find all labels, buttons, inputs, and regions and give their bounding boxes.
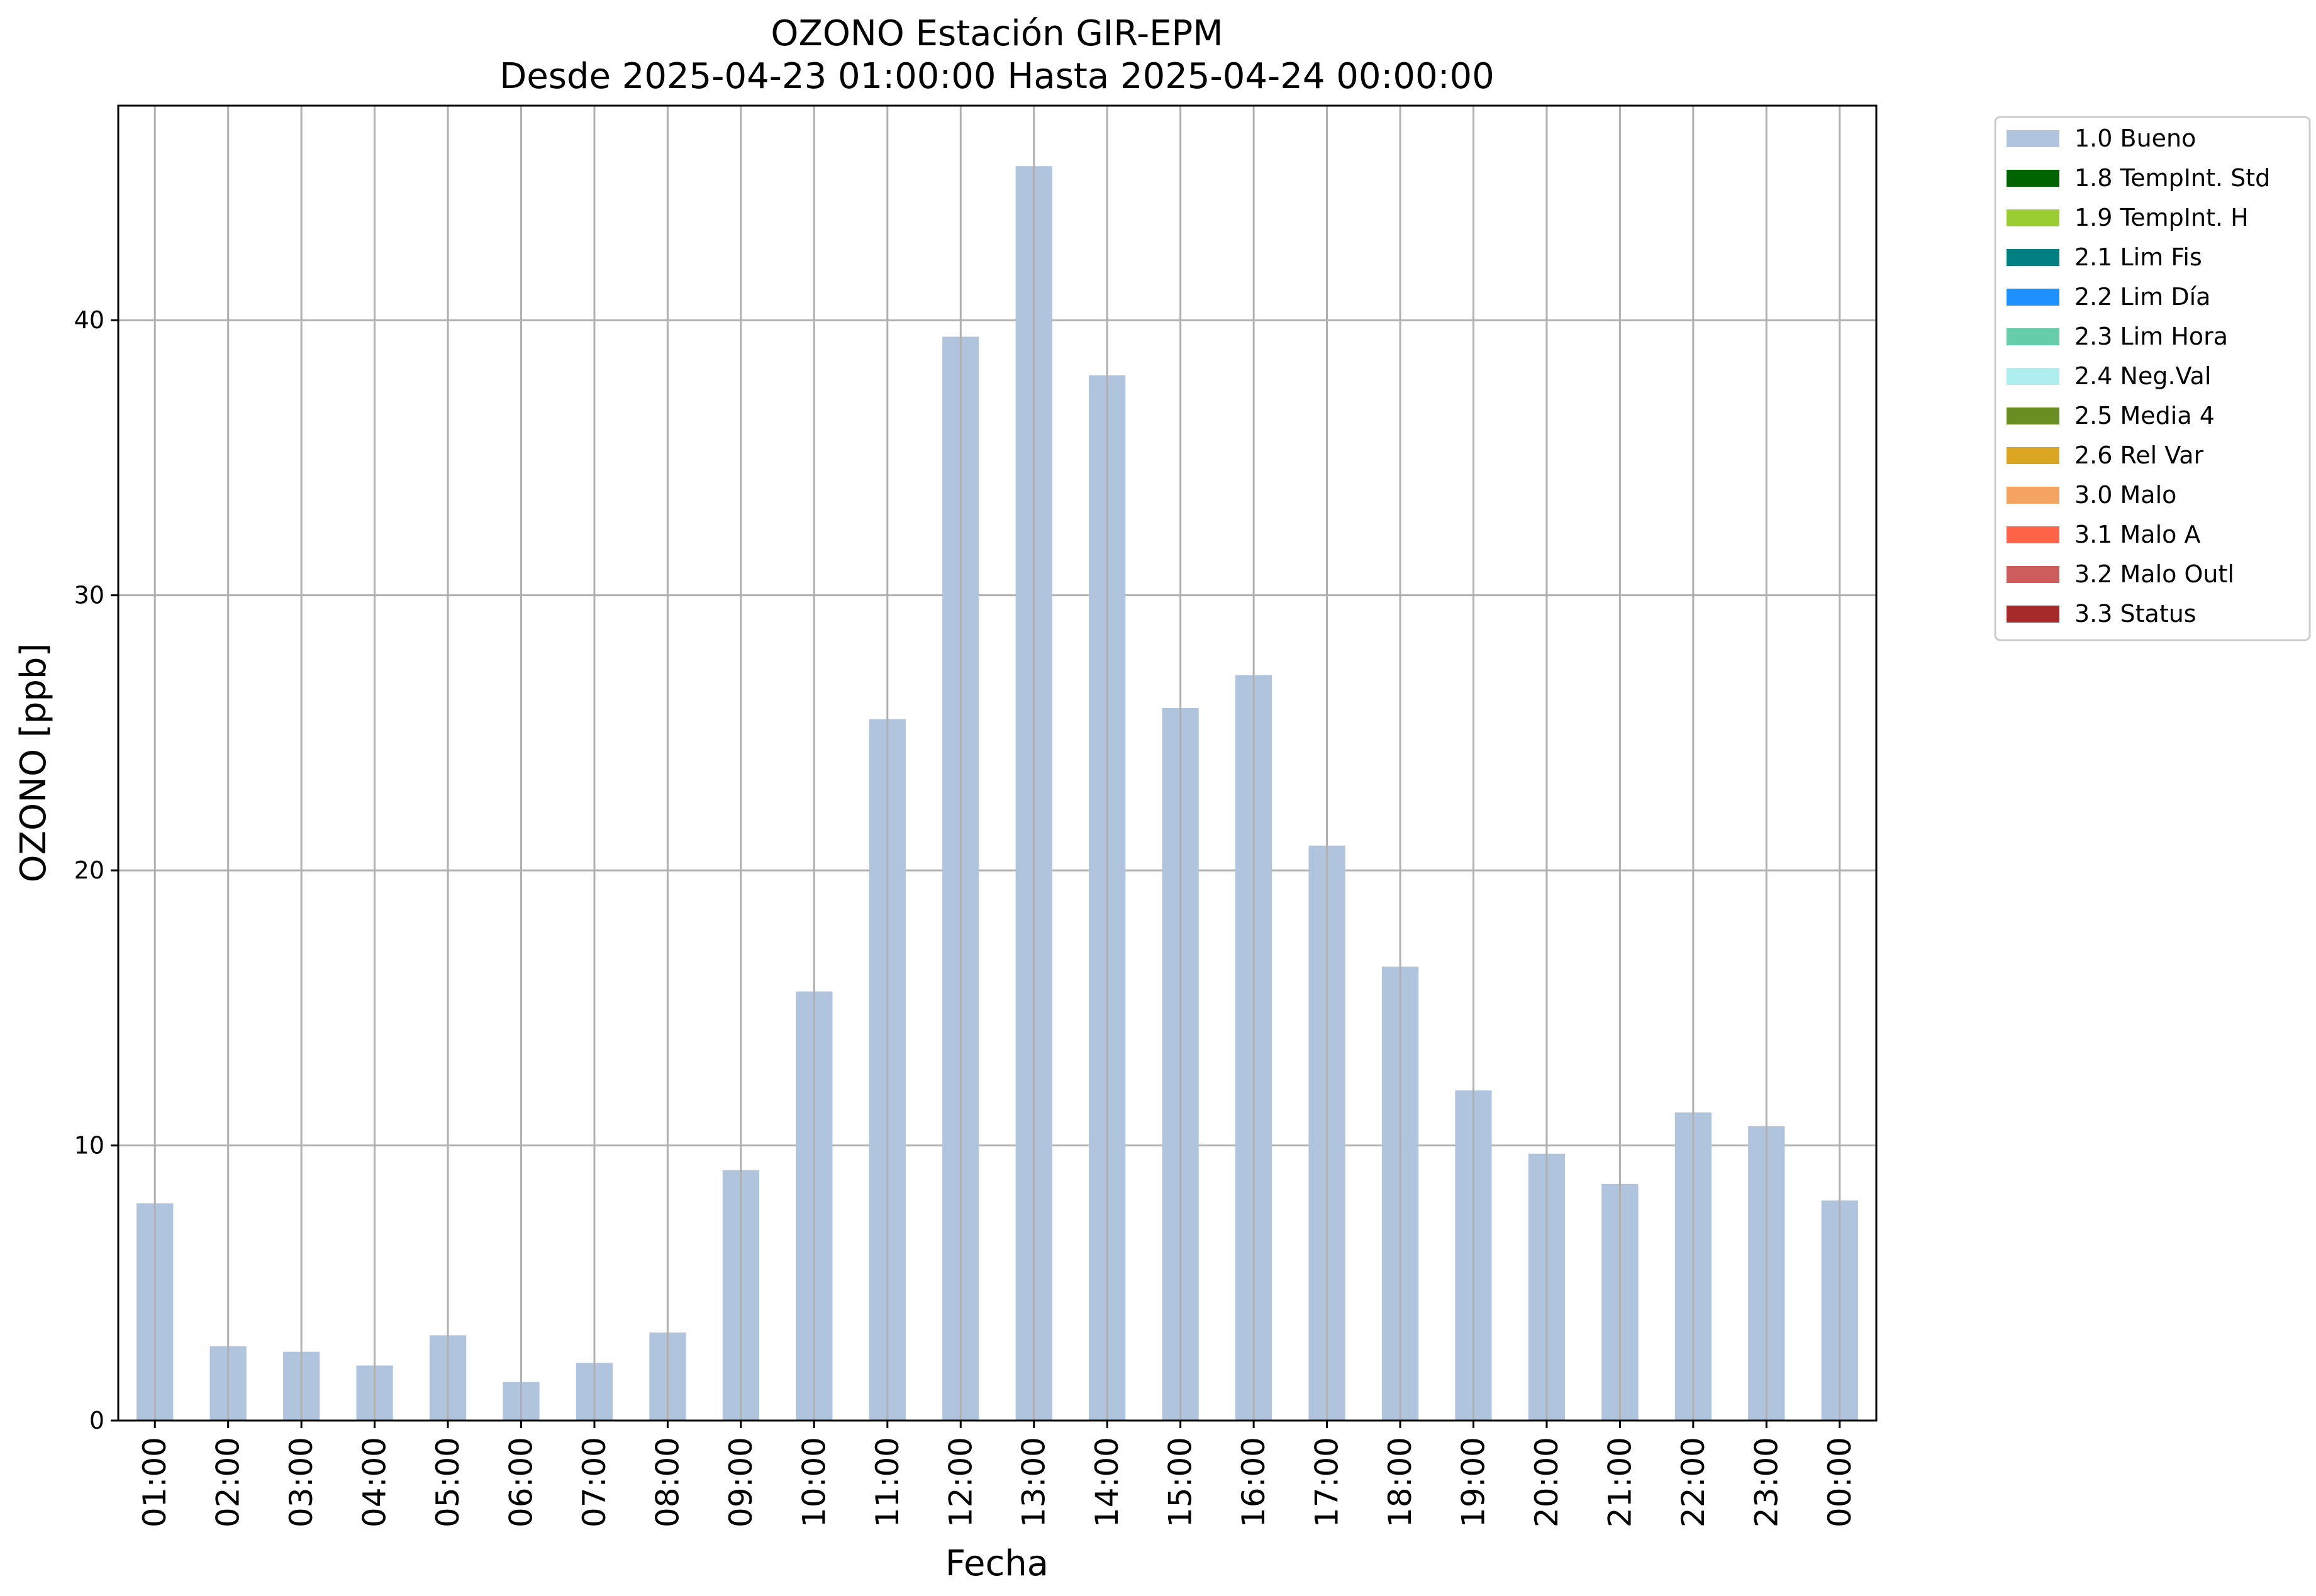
legend-swatch [2007, 170, 2059, 187]
x-tick-label: 08:00 [649, 1437, 686, 1527]
y-tick-label: 40 [74, 306, 104, 334]
x-tick-label: 02:00 [210, 1437, 247, 1527]
x-tick-label: 01:00 [136, 1437, 173, 1527]
vertical-grid [153, 106, 1841, 1421]
x-tick-label: 12:00 [942, 1437, 979, 1527]
x-tick-label: 04:00 [357, 1437, 393, 1527]
chart-title: OZONO Estación GIR-EPM [771, 13, 1223, 54]
x-axis-label: Fecha [945, 1543, 1049, 1584]
legend-swatch [2007, 368, 2059, 385]
legend-frame [1994, 116, 2311, 641]
legend-label: 3.2 Malo Outl [2074, 560, 2234, 588]
y-axis: 0 10 20 30 40 [74, 306, 118, 1434]
x-tick-label: 06:00 [503, 1437, 540, 1527]
x-tick-label: 10:00 [796, 1437, 832, 1527]
y-tick-label: 20 [74, 856, 104, 884]
x-tick-label: 16:00 [1235, 1437, 1272, 1527]
legend-label: 1.8 TempInt. Std [2074, 164, 2270, 192]
legend-label: 2.1 Lim Fis [2074, 243, 2202, 271]
legend-swatch [2007, 447, 2059, 464]
legend-label: 2.4 Neg.Val [2074, 362, 2211, 390]
legend-swatch [2007, 249, 2059, 266]
legend: 1.0 Bueno 1.8 TempInt. Std 1.9 TempInt. H 2… [1994, 116, 2311, 641]
x-tick-label: 03:00 [283, 1437, 320, 1527]
x-tick-label: 17:00 [1309, 1437, 1345, 1527]
x-tick-label: 00:00 [1822, 1437, 1858, 1527]
legend-label: 1.9 TempInt. H [2074, 204, 2249, 231]
legend-swatch [2007, 487, 2059, 504]
legend-label: 3.3 Status [2074, 600, 2196, 628]
legend-swatch [2007, 289, 2059, 306]
x-tick-label: 20:00 [1528, 1437, 1565, 1527]
legend-label: 3.1 Malo A [2074, 521, 2200, 548]
legend-swatch [2007, 130, 2059, 147]
x-tick-label: 05:00 [430, 1437, 466, 1527]
x-tick-label: 23:00 [1748, 1437, 1784, 1527]
legend-label: 1.0 Bueno [2074, 125, 2196, 152]
legend-swatch [2007, 526, 2059, 543]
x-tick-label: 14:00 [1089, 1437, 1125, 1527]
legend-label: 3.0 Malo [2074, 481, 2176, 509]
plot-frame [117, 104, 1878, 1422]
x-tick-label: 22:00 [1675, 1437, 1712, 1527]
legend-swatch [2007, 407, 2059, 424]
x-tick-label: 19:00 [1455, 1437, 1491, 1527]
legend-items: 1.0 Bueno 1.8 TempInt. Std 1.9 TempInt. H 2… [2007, 125, 2270, 628]
x-tick-label: 09:00 [723, 1437, 759, 1527]
x-tick-label: 07:00 [576, 1437, 613, 1527]
legend-swatch [2007, 328, 2059, 345]
y-tick-label: 30 [74, 582, 104, 609]
x-tick-label: 13:00 [1016, 1437, 1052, 1527]
legend-label: 2.5 Media 4 [2074, 402, 2215, 429]
x-tick-label: 15:00 [1162, 1437, 1199, 1527]
legend-swatch [2007, 606, 2059, 623]
x-tick-label: 18:00 [1382, 1437, 1418, 1527]
legend-swatch [2007, 566, 2059, 583]
legend-swatch [2007, 209, 2059, 226]
y-axis-label: OZONO [ppb] [13, 643, 54, 883]
legend-label: 2.2 Lim Día [2074, 283, 2210, 311]
x-tick-label: 21:00 [1601, 1437, 1638, 1527]
chart-subtitle: Desde 2025-04-23 01:00:00 Hasta 2025-04-… [499, 56, 1495, 97]
x-tick-label: 11:00 [869, 1437, 906, 1527]
y-tick-label: 0 [89, 1407, 104, 1434]
x-axis: 01:00 02:00 03:00 04:00 05:00 06:00 07:00 08:00… [136, 1421, 1858, 1527]
legend-label: 2.3 Lim Hora [2074, 323, 2228, 350]
legend-label: 2.6 Rel Var [2074, 441, 2204, 469]
grid [118, 319, 1876, 1147]
y-tick-label: 10 [74, 1132, 104, 1160]
